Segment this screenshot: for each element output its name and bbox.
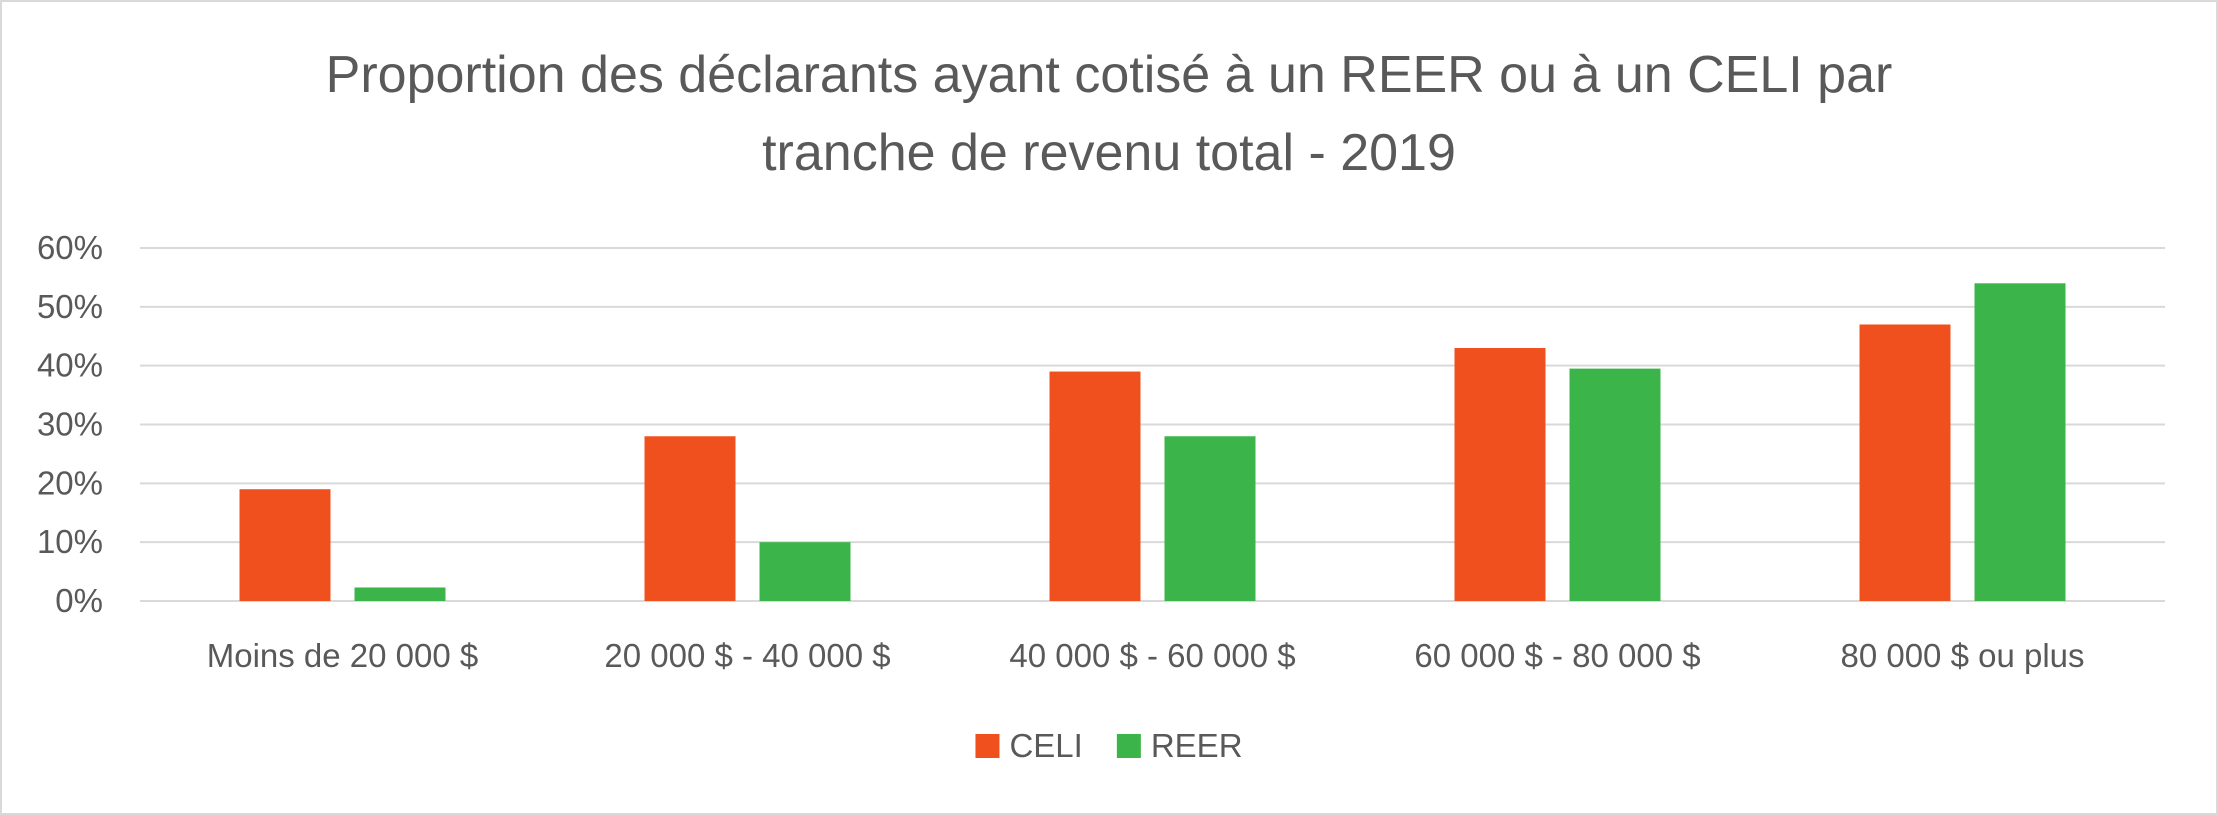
bar-reer	[1569, 368, 1661, 601]
x-axis: Moins de 20 000 $ 20 000 $ - 40 000 $ 40 0…	[207, 637, 2085, 674]
y-tick-label: 40%	[37, 347, 103, 384]
y-axis: 0% 10% 20% 30% 40% 50% 60%	[37, 229, 103, 619]
legend-label: REER	[1151, 727, 1243, 764]
legend-label: CELI	[1009, 727, 1082, 764]
y-tick-label: 60%	[37, 229, 103, 266]
bar-celi	[1049, 371, 1141, 601]
bar-reer	[354, 587, 446, 601]
x-category-label: 20 000 $ - 40 000 $	[604, 637, 890, 674]
bars	[239, 283, 2066, 601]
bar-reer	[759, 542, 851, 601]
chart-title: Proportion des déclarants ayant cotisé à…	[326, 46, 1893, 182]
x-category-label: 40 000 $ - 60 000 $	[1009, 637, 1295, 674]
bar-reer	[1164, 436, 1256, 601]
gridlines	[140, 247, 2165, 602]
bar-celi	[239, 489, 331, 601]
bar-celi	[1454, 348, 1546, 601]
x-category-label: Moins de 20 000 $	[207, 637, 479, 674]
legend-swatch-reer	[1116, 734, 1141, 758]
legend-swatch-celi	[975, 734, 1000, 758]
y-tick-label: 20%	[37, 464, 103, 501]
y-tick-label: 30%	[37, 406, 103, 443]
chart-title-line-2: tranche de revenu total - 2019	[762, 124, 1456, 182]
bar-celi	[1859, 324, 1951, 601]
legend: CELI REER	[975, 727, 1243, 764]
x-category-label: 80 000 $ ou plus	[1840, 637, 2084, 674]
y-tick-label: 50%	[37, 288, 103, 325]
y-tick-label: 10%	[37, 523, 103, 560]
bar-celi	[644, 436, 736, 601]
x-category-label: 60 000 $ - 80 000 $	[1414, 637, 1700, 674]
chart-title-line-1: Proportion des déclarants ayant cotisé à…	[326, 46, 1893, 104]
y-tick-label: 0%	[55, 582, 103, 619]
bar-reer	[1974, 283, 2066, 601]
